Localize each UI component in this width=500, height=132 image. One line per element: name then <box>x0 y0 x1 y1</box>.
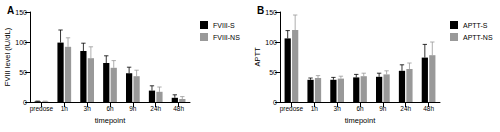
svg-text:A: A <box>7 5 14 16</box>
svg-text:3h: 3h <box>334 105 342 112</box>
svg-text:timepoint: timepoint <box>95 116 126 125</box>
svg-text:150: 150 <box>15 9 27 16</box>
svg-text:predose: predose <box>280 105 304 113</box>
svg-text:48h: 48h <box>423 105 434 112</box>
svg-text:50: 50 <box>19 69 27 76</box>
svg-text:100: 100 <box>265 39 277 46</box>
svg-text:24h: 24h <box>150 105 161 112</box>
svg-text:APTT-S: APTT-S <box>463 22 488 29</box>
svg-text:FVIII-S: FVIII-S <box>213 22 235 29</box>
svg-text:FVIII-NS: FVIII-NS <box>213 34 240 41</box>
svg-text:1h: 1h <box>61 105 69 112</box>
svg-text:1h: 1h <box>311 105 319 112</box>
svg-text:predose: predose <box>30 105 54 113</box>
svg-text:timepoint: timepoint <box>345 116 376 125</box>
svg-text:24h: 24h <box>400 105 411 112</box>
svg-text:6h: 6h <box>356 105 364 112</box>
svg-text:9h: 9h <box>379 105 387 112</box>
svg-text:150: 150 <box>265 9 277 16</box>
svg-text:FVIII level (IU/dL): FVIII level (IU/dL) <box>3 27 12 86</box>
svg-text:APTT-NS: APTT-NS <box>463 34 493 41</box>
svg-text:APTT: APTT <box>253 47 262 67</box>
svg-text:B: B <box>257 5 264 16</box>
svg-text:0: 0 <box>273 99 277 106</box>
svg-text:0: 0 <box>23 99 27 106</box>
svg-text:9h: 9h <box>129 105 137 112</box>
svg-text:48h: 48h <box>173 105 184 112</box>
svg-text:6h: 6h <box>106 105 114 112</box>
svg-text:50: 50 <box>269 69 277 76</box>
svg-text:3h: 3h <box>84 105 92 112</box>
svg-text:100: 100 <box>15 39 27 46</box>
